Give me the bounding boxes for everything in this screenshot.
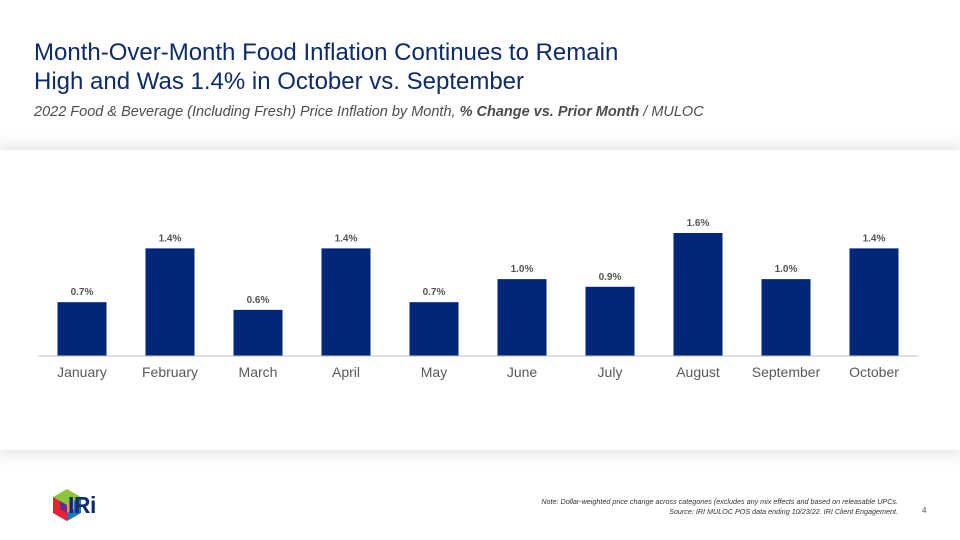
data-label-may: 0.7% (423, 287, 446, 298)
slide-title: Month-Over-Month Food Inflation Continue… (34, 38, 914, 96)
data-label-september: 1.0% (775, 264, 798, 275)
data-label-july: 0.9% (599, 272, 622, 283)
bar-september (761, 279, 811, 356)
bar-february (145, 248, 195, 356)
tick-label-august: August (676, 364, 720, 380)
data-label-february: 1.4% (159, 233, 182, 244)
tick-label-may: May (421, 364, 447, 380)
data-label-october: 1.4% (863, 233, 886, 244)
bar-july (585, 286, 635, 356)
subtitle-bold: % Change vs. Prior Month (459, 104, 640, 120)
tick-label-april: April (332, 364, 360, 380)
data-label-january: 0.7% (71, 287, 94, 298)
subtitle-prefix: 2022 Food & Beverage (Including Fresh) P… (34, 104, 460, 120)
data-label-march: 0.6% (247, 295, 270, 306)
bar-may (409, 302, 459, 356)
slide-title-line-1: Month-Over-Month Food Inflation Continue… (34, 39, 619, 66)
slide-title-line-2: High and Was 1.4% in October vs. Septemb… (34, 68, 525, 95)
tick-label-june: June (507, 364, 538, 380)
footnote-line-1: Note: Dollar-weighted price change acros… (541, 497, 898, 506)
data-label-april: 1.4% (335, 233, 358, 244)
tick-label-october: October (849, 364, 899, 380)
bar-june (497, 279, 547, 356)
bar-march (233, 309, 283, 356)
data-label-august: 1.6% (687, 218, 710, 229)
tick-label-january: January (57, 364, 107, 380)
tick-label-july: July (598, 364, 623, 380)
bar-october (849, 248, 899, 356)
footnote: Note: Dollar-weighted price change acros… (541, 497, 898, 517)
iri-logo-icon (53, 489, 81, 521)
page-number: 4 (922, 506, 927, 515)
tick-label-march: March (239, 364, 278, 380)
footnote-line-2: Source: IRI MULOC POS data ending 10/23/… (669, 507, 898, 516)
bar-chart: 0.7% January 1.4% February 0.6% March 1.4% Apri… (38, 218, 918, 380)
data-label-june: 1.0% (511, 264, 534, 275)
bar-april (321, 248, 371, 356)
subtitle-suffix: / MULOC (639, 104, 704, 120)
tick-label-september: September (752, 364, 821, 380)
slide-subtitle: 2022 Food & Beverage (Including Fresh) P… (34, 104, 934, 120)
bar-january (57, 302, 107, 356)
logo-wordmark: IRi (68, 492, 96, 518)
chart-panel: 0.7% January 1.4% February 0.6% March 1.4% Apri… (0, 150, 960, 450)
bar-august (673, 233, 723, 356)
tick-label-february: February (142, 364, 198, 380)
